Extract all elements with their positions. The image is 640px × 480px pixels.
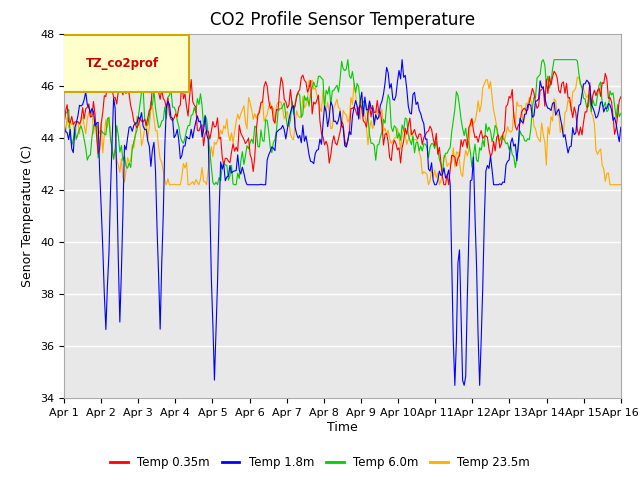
Temp 6.0m: [617, 111, 625, 117]
Temp 0.35m: [589, 92, 596, 98]
Temp 1.8m: [129, 129, 136, 134]
Temp 6.0m: [228, 163, 236, 168]
Temp 23.5m: [228, 130, 236, 136]
Text: TZ_co2prof: TZ_co2prof: [86, 57, 159, 70]
Temp 0.35m: [129, 109, 136, 115]
Temp 1.8m: [254, 182, 262, 188]
Temp 0.35m: [254, 112, 262, 118]
Temp 6.0m: [255, 144, 263, 150]
Temp 1.8m: [303, 142, 311, 147]
Temp 1.8m: [226, 163, 234, 168]
Temp 1.8m: [244, 182, 252, 188]
Temp 6.0m: [211, 182, 218, 188]
Temp 23.5m: [129, 142, 136, 147]
Temp 1.8m: [451, 383, 459, 388]
Title: CO2 Profile Sensor Temperature: CO2 Profile Sensor Temperature: [210, 11, 475, 29]
Line: Temp 0.35m: Temp 0.35m: [64, 71, 621, 185]
Temp 0.35m: [617, 94, 625, 100]
Temp 0.35m: [226, 160, 234, 166]
Temp 6.0m: [60, 120, 68, 125]
Temp 0.35m: [60, 122, 68, 128]
Temp 23.5m: [255, 107, 263, 113]
Line: Temp 1.8m: Temp 1.8m: [64, 60, 621, 385]
Temp 6.0m: [246, 140, 254, 145]
Temp 23.5m: [617, 182, 625, 188]
Temp 23.5m: [589, 113, 596, 119]
Temp 23.5m: [305, 77, 313, 83]
X-axis label: Time: Time: [327, 421, 358, 434]
Temp 1.8m: [60, 122, 68, 128]
FancyBboxPatch shape: [56, 36, 189, 92]
Temp 0.35m: [440, 182, 448, 188]
Y-axis label: Senor Temperature (C): Senor Temperature (C): [22, 145, 35, 287]
Temp 0.35m: [550, 68, 558, 74]
Temp 6.0m: [129, 147, 136, 153]
Legend: Temp 0.35m, Temp 1.8m, Temp 6.0m, Temp 23.5m: Temp 0.35m, Temp 1.8m, Temp 6.0m, Temp 2…: [105, 452, 535, 474]
Line: Temp 6.0m: Temp 6.0m: [64, 60, 621, 185]
Temp 23.5m: [573, 74, 581, 80]
Temp 6.0m: [589, 97, 596, 103]
Temp 1.8m: [617, 124, 625, 130]
Temp 23.5m: [246, 100, 254, 106]
Line: Temp 23.5m: Temp 23.5m: [64, 77, 621, 185]
Temp 0.35m: [244, 135, 252, 141]
Temp 23.5m: [163, 182, 170, 188]
Temp 0.35m: [303, 89, 311, 95]
Temp 1.8m: [398, 57, 406, 62]
Temp 1.8m: [589, 105, 596, 110]
Temp 6.0m: [305, 103, 313, 109]
Temp 6.0m: [344, 57, 351, 62]
Temp 23.5m: [60, 117, 68, 122]
